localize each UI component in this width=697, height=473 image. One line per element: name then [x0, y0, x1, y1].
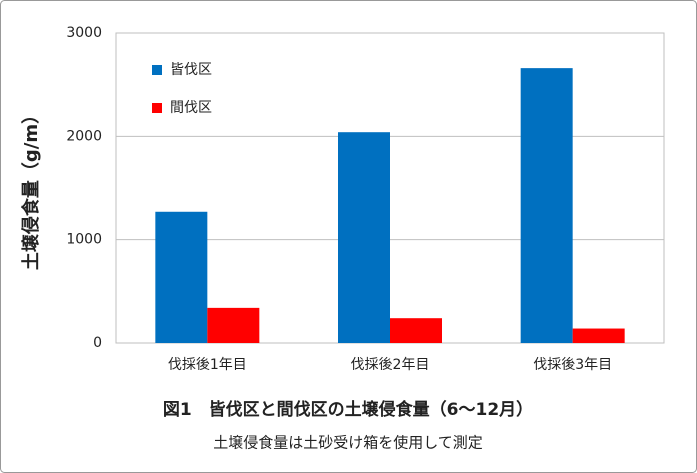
legend-swatch [152, 103, 162, 113]
bar [155, 211, 208, 343]
y-tick-label: 2000 [66, 128, 102, 144]
bar [338, 132, 390, 343]
x-tick-label: 伐採後1年目 [168, 357, 247, 373]
y-tick-label: 1000 [66, 232, 102, 248]
legend-label: 皆伐区 [170, 62, 212, 78]
legend-label: 間伐区 [170, 100, 212, 116]
chart-subtitle: 土壌侵食量は土砂受け箱を使用して測定 [213, 434, 483, 452]
x-tick-label: 伐採後2年目 [351, 357, 430, 373]
x-tick-label: 伐採後3年目 [533, 357, 612, 373]
y-tick-label: 3000 [66, 25, 102, 41]
chart-title: 図1 皆伐区と間伐区の土壌侵食量（6～12月） [163, 399, 533, 420]
y-tick-label: 0 [93, 335, 102, 351]
bar [390, 318, 442, 343]
bar [520, 68, 573, 343]
y-axis-label: 土壌侵食量（g/m） [20, 106, 42, 270]
legend-swatch [152, 65, 162, 75]
bar [572, 328, 625, 343]
bar [207, 307, 260, 343]
